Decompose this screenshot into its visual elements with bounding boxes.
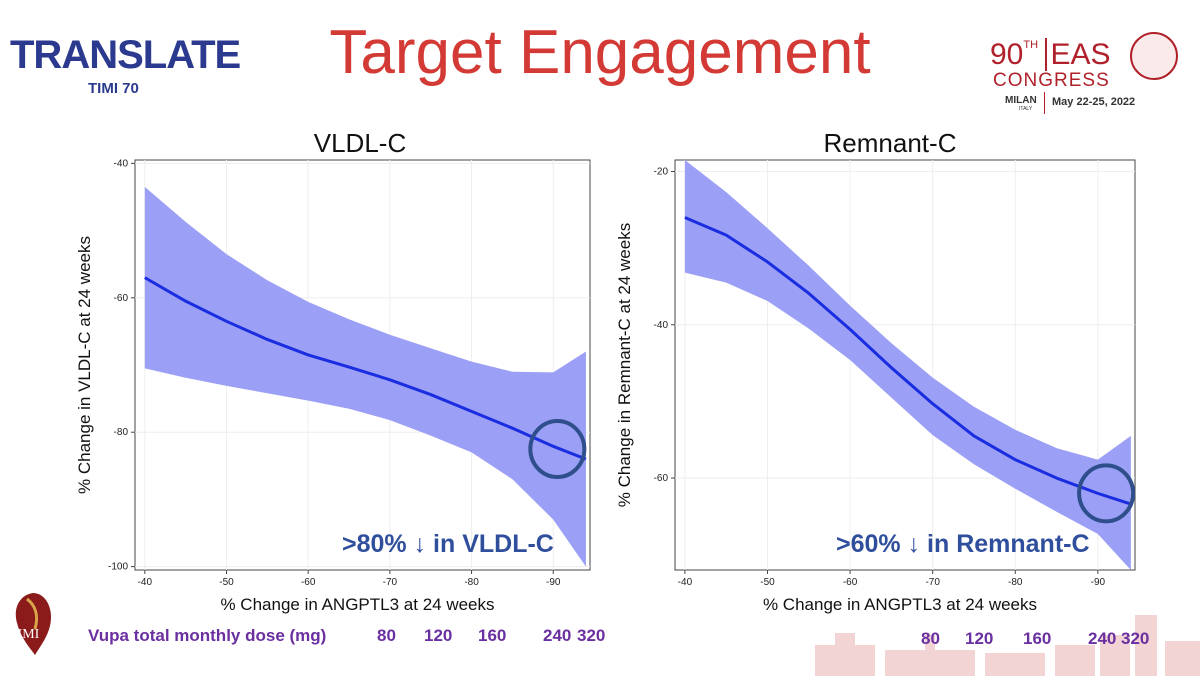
timi-logo: TIMI <box>5 585 60 660</box>
fit-line <box>144 276 587 461</box>
x-tick-label: -40 <box>678 577 693 588</box>
dose-right-320: 320 <box>1121 629 1150 648</box>
eas-number: 90 <box>990 38 1024 71</box>
x-tick-label: -50 <box>219 577 234 588</box>
x-axis-label: % Change in ANGPTL3 at 24 weeks <box>763 595 1037 614</box>
fit-line <box>684 216 1132 506</box>
chart-title-remnant: Remnant-C <box>823 128 957 158</box>
x-tick-label: -70 <box>925 577 940 588</box>
translate-logo: TRANSLATE <box>10 33 241 77</box>
highlight-circle <box>1077 463 1136 524</box>
x-tick-label: -40 <box>138 577 153 588</box>
eas-congress-text: CONGRESS <box>993 70 1110 91</box>
timi70-logo-text: TIMI 70 <box>88 80 139 97</box>
x-tick-label: -70 <box>383 577 398 588</box>
highlight-circle <box>528 419 587 480</box>
x-tick-label: -50 <box>760 577 775 588</box>
dose-right-240: 240 <box>1088 629 1117 648</box>
x-tick-label: -80 <box>1008 577 1023 588</box>
x-tick-label: -60 <box>301 577 316 588</box>
dose-left-120: 120 <box>424 626 453 645</box>
chart-vldl: -40 -50 -60 -70 -80 -90 -40 -60 -80 -100 % Change … <box>75 158 591 614</box>
x-tick-label: -90 <box>546 577 561 588</box>
y-tick-label: -20 <box>654 166 669 177</box>
x-tick-label: -60 <box>843 577 858 588</box>
callout-vldl: >80% ↓ in VLDL-C <box>342 530 554 558</box>
dose-left-80: 80 <box>377 626 396 645</box>
milan-skyline-decoration <box>815 615 1200 676</box>
x-tick-label: -90 <box>1091 577 1106 588</box>
timi-logo-text: TIMI <box>9 627 40 642</box>
confidence-band <box>684 160 1131 570</box>
dose-right-80: 80 <box>921 629 940 648</box>
eas-city: MILAN <box>1005 95 1037 106</box>
dose-left-320: 320 <box>577 626 606 645</box>
eas-seal-icon <box>1130 32 1178 80</box>
y-tick-label: -40 <box>654 320 669 331</box>
dose-right-160: 160 <box>1023 629 1052 648</box>
y-axis-label: % Change in VLDL-C at 24 weeks <box>75 236 94 494</box>
chart-title-vldl: VLDL-C <box>313 128 407 158</box>
y-axis-label: % Change in Remnant-C at 24 weeks <box>615 223 634 507</box>
dose-left-160: 160 <box>478 626 507 645</box>
eas-name: EAS <box>1044 38 1111 71</box>
y-tick-label: -60 <box>654 473 669 484</box>
y-tick-label: -40 <box>114 158 129 169</box>
dose-right-120: 120 <box>965 629 994 648</box>
x-tick-label: -80 <box>464 577 479 588</box>
eas-divider <box>1044 92 1045 114</box>
dose-label: Vupa total monthly dose (mg) <box>88 626 327 645</box>
slide-title: Target Engagement <box>329 18 871 87</box>
eas-dates: May 22-25, 2022 <box>1052 96 1136 108</box>
y-tick-label: -100 <box>108 562 128 573</box>
callout-remnant: >60% ↓ in Remnant-C <box>836 530 1090 558</box>
dose-left-240: 240 <box>543 626 572 645</box>
y-tick-label: -80 <box>114 427 129 438</box>
x-axis-label: % Change in ANGPTL3 at 24 weeks <box>220 595 494 614</box>
chart-remnant: -40 -50 -60 -70 -80 -90 -20 -40 -60 % Change in A… <box>615 159 1136 614</box>
eas-congress-logo: 90TH EAS <box>990 38 1111 71</box>
eas-number-sup: TH <box>1023 39 1039 51</box>
y-tick-label: -60 <box>114 293 129 304</box>
confidence-band <box>144 186 586 567</box>
eas-country: ITALY <box>1019 106 1033 112</box>
